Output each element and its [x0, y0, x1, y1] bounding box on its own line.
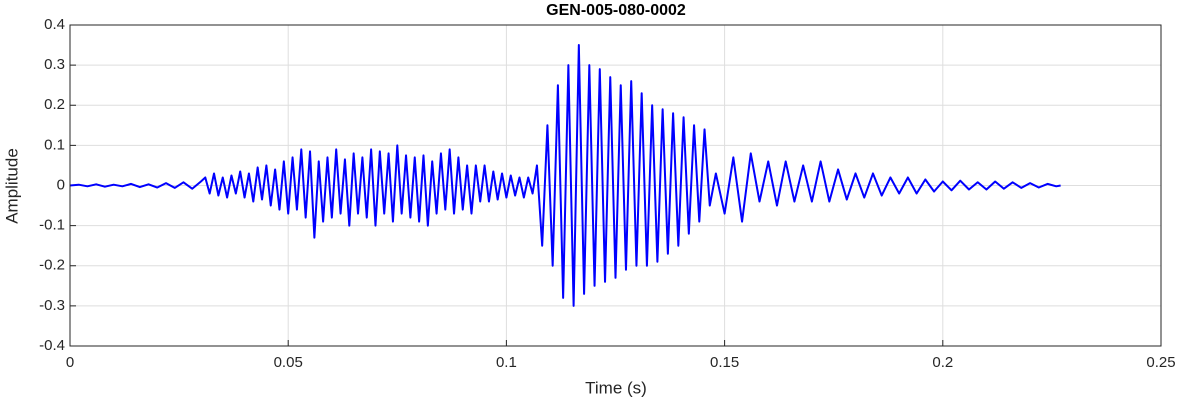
y-axis-label: Amplitude [2, 148, 21, 224]
y-tick-label: -0.1 [39, 217, 65, 234]
x-tick-label: 0.05 [274, 354, 303, 371]
y-tick-label: -0.2 [39, 257, 65, 274]
y-tick-label: 0.3 [44, 56, 65, 73]
y-tick-label: 0.2 [44, 96, 65, 113]
axes-box [69, 24, 1162, 347]
x-tick-label: 0 [66, 354, 74, 371]
x-axis-label: Time (s) [585, 378, 647, 397]
y-tick-label: 0.1 [44, 136, 65, 153]
signal-line [69, 44, 1061, 307]
x-tick-label: 0.25 [1146, 354, 1175, 371]
y-tick-label: -0.4 [39, 337, 65, 354]
x-tick-label: 0.1 [496, 354, 517, 371]
y-tick-label: -0.3 [39, 297, 65, 314]
x-tick-label: 0.15 [710, 354, 739, 371]
chart-title: GEN-005-080-0002 [546, 2, 686, 19]
y-tick-label: 0 [57, 176, 65, 193]
y-tick-label: 0.4 [44, 16, 65, 33]
x-tick-label: 0.2 [932, 354, 953, 371]
